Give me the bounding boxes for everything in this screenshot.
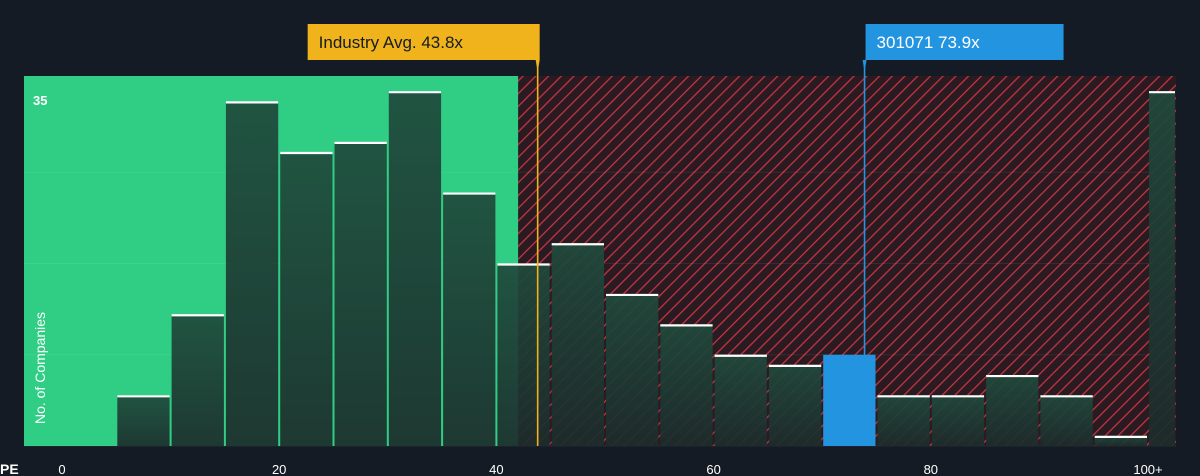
histogram-bar: [660, 324, 713, 446]
histogram-bar: [443, 192, 496, 446]
histogram-bar: [334, 141, 387, 446]
y-axis-label: No. of Companies: [32, 312, 48, 424]
histogram-bar: [280, 152, 333, 446]
x-axis-label: PE: [0, 461, 19, 476]
industry-average-label: Industry Avg. 43.8x: [319, 33, 464, 52]
company-pe-label: 301071 73.9x: [877, 33, 981, 52]
histogram-bar: [1149, 91, 1175, 447]
x-tick-label: 40: [489, 462, 503, 476]
x-tick-label: 0: [58, 462, 65, 476]
histogram-bar: [225, 101, 279, 446]
y-tick-label: 35: [33, 93, 47, 108]
histogram-bar: [497, 263, 550, 446]
histogram-bar: [823, 354, 876, 446]
x-tick-label: 20: [272, 462, 286, 476]
histogram-bar: [117, 395, 170, 446]
industry-average-callout: [307, 24, 540, 72]
value-markers: Industry Avg. 43.8x 301071 73.9x: [307, 24, 1064, 446]
histogram-bar: [551, 243, 604, 446]
x-tick-labels: 0 20 40 60 80 100+: [58, 462, 1162, 476]
histogram-bar: [171, 314, 224, 446]
histogram-bars: [117, 91, 1175, 447]
company-pe-callout: [862, 24, 1064, 72]
histogram-bar: [606, 293, 659, 446]
histogram-bar: [877, 395, 930, 446]
histogram-bar: [768, 364, 822, 446]
histogram-bar: [986, 375, 1039, 446]
x-tick-label: 80: [924, 462, 938, 476]
histogram-bar: [388, 91, 442, 447]
x-tick-label: 100+: [1133, 462, 1162, 476]
histogram-bar: [714, 354, 767, 446]
histogram-bar: [931, 395, 985, 446]
histogram-bar: [1040, 395, 1093, 446]
x-tick-label: 60: [706, 462, 720, 476]
histogram-bar: [1094, 435, 1147, 446]
